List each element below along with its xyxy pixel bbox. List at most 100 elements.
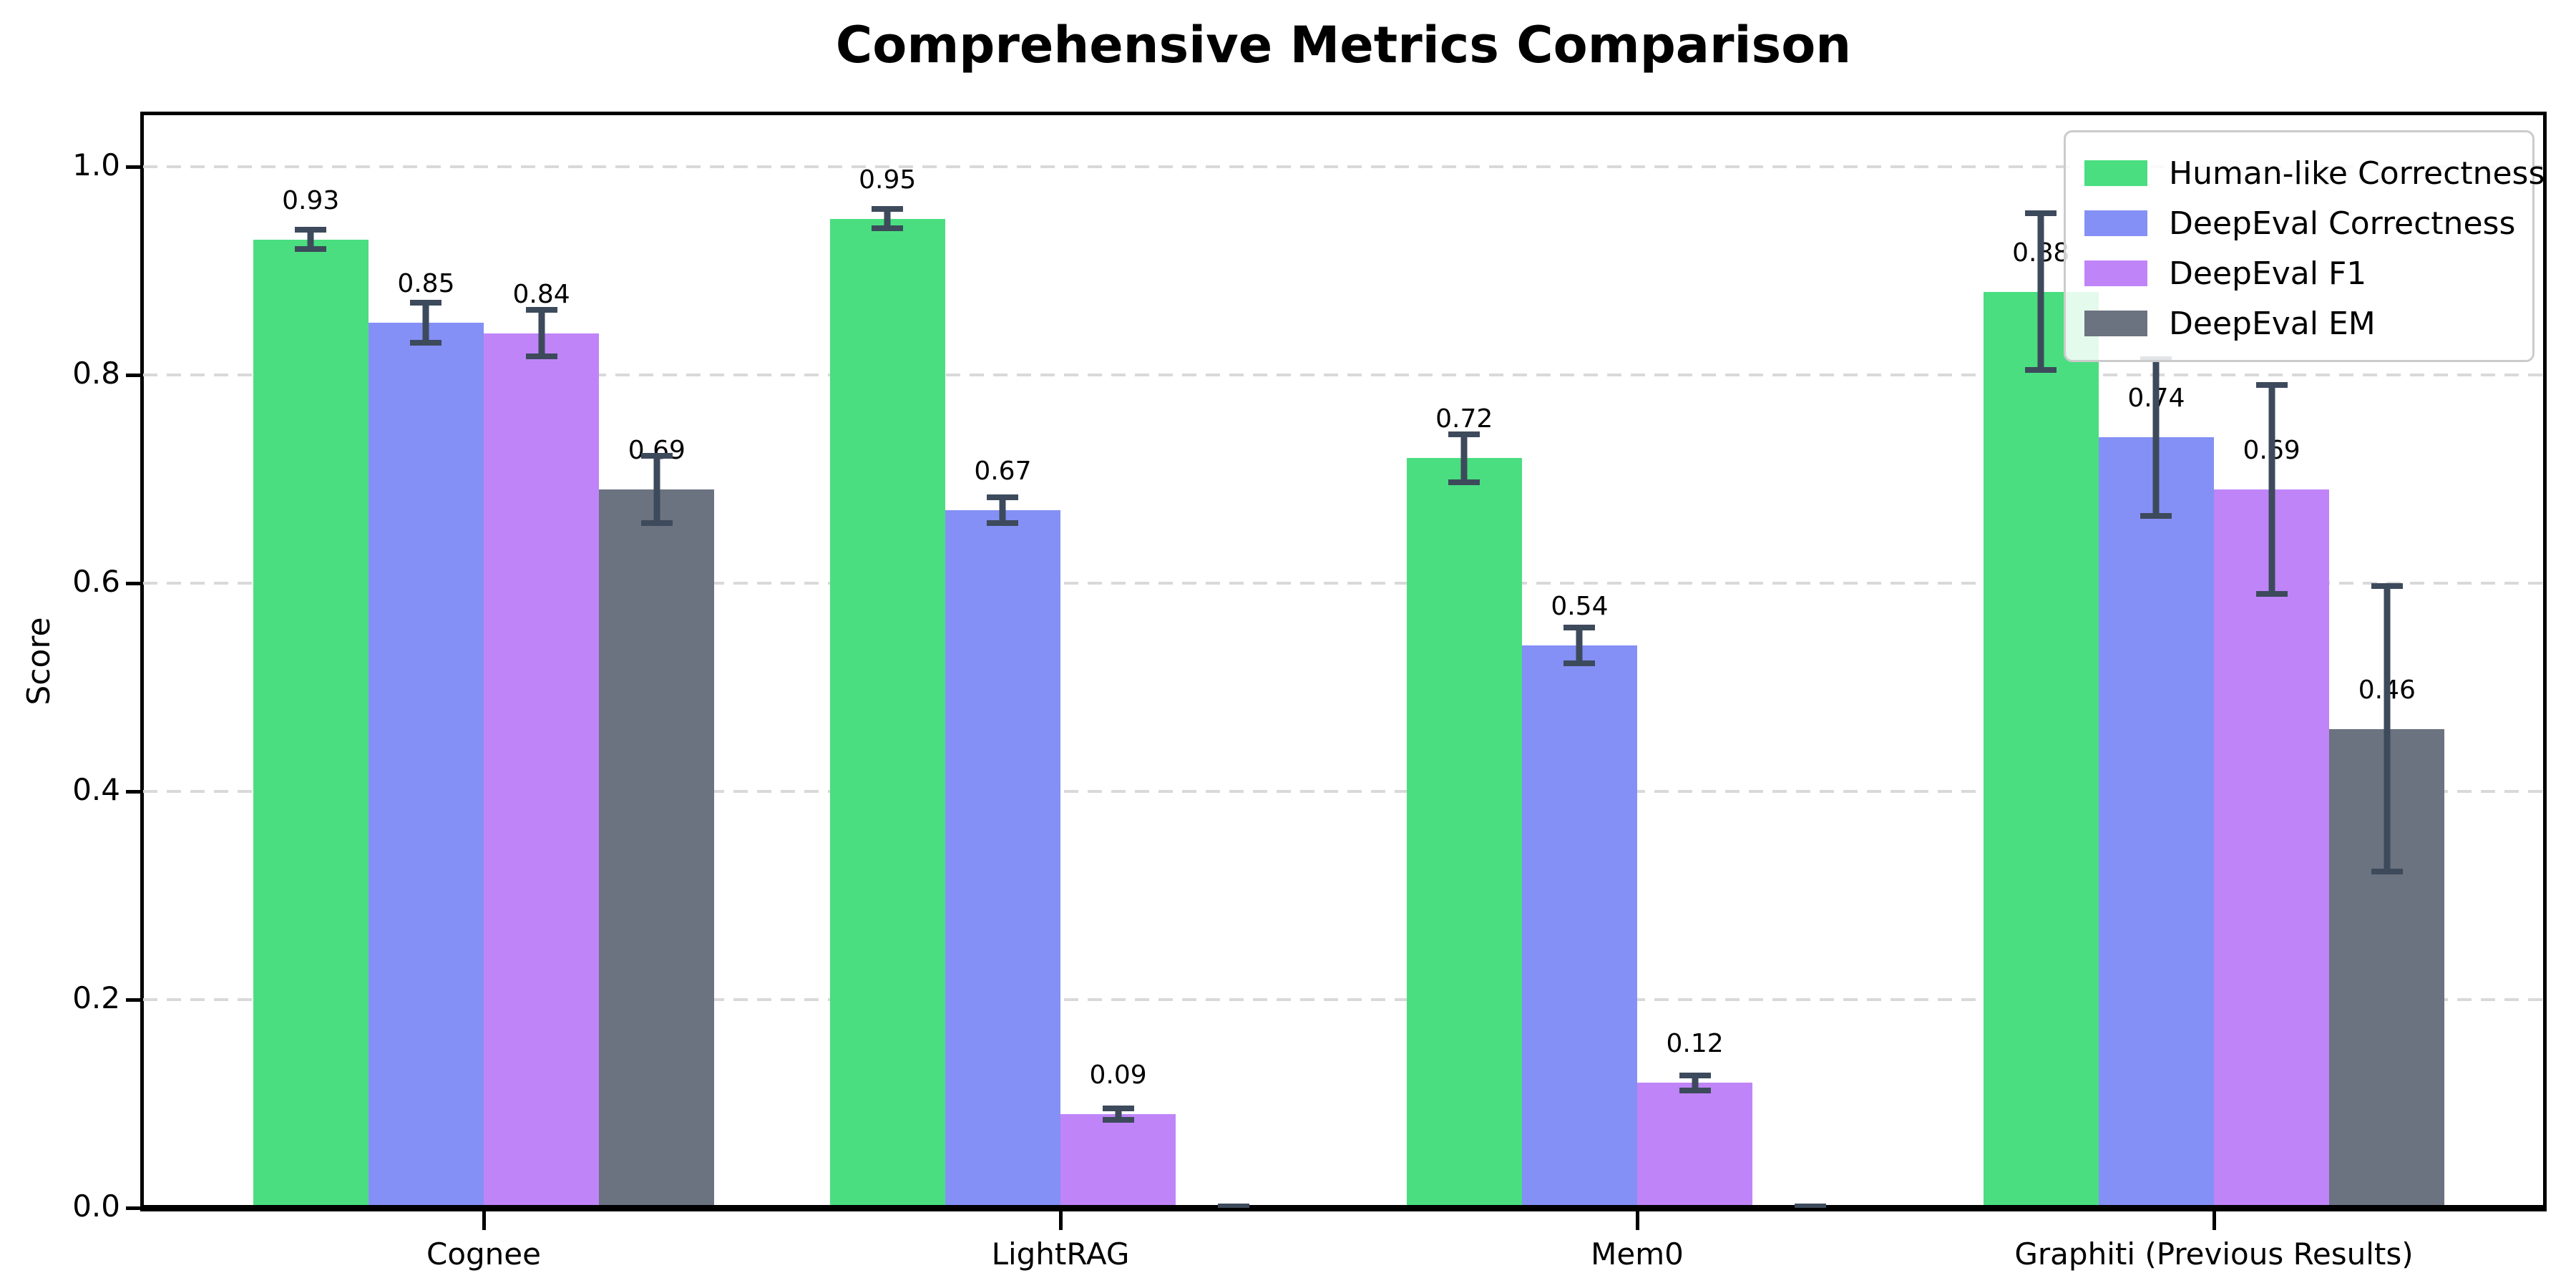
error-bar [1794,1204,1826,1208]
error-bar-cap-top [1679,1072,1711,1078]
gridline [143,582,2544,585]
bar [2098,437,2214,1208]
bar-value-label: 0.84 [512,279,570,309]
top-spine [140,112,2547,115]
error-bar-cap-top [640,453,673,459]
error-bar-cap-top [410,300,442,306]
bar [1521,645,1637,1208]
left-spine [140,112,144,1211]
plot-area: 0.930.950.720.880.850.670.540.740.840.09… [143,114,2544,1208]
error-bar-stem [999,494,1006,526]
error-bar-cap-top [1563,625,1596,631]
error-bar-cap-bottom [2140,512,2172,519]
y-tick-mark [126,374,142,377]
y-tick-mark [126,1206,142,1210]
bar-value-label: 0.09 [1089,1060,1147,1090]
legend-item: DeepEval Correctness [2084,198,2532,248]
x-tick-label: Cognee [426,1236,541,1272]
bar-value-label: 0.93 [282,185,340,215]
bar-value-label: 0.72 [1435,404,1493,434]
error-bar-stem [1460,431,1468,486]
y-tick-label: 0.8 [72,356,120,391]
error-bar-stem [307,227,314,253]
error-bar [1679,1072,1711,1093]
error-bar-cap-top [1217,1204,1249,1208]
legend-label: DeepEval EM [2169,305,2376,342]
error-bar-cap-bottom [2255,590,2288,597]
legend-item: Human-like Correctness [2084,148,2545,198]
error-bar-cap-bottom [295,246,327,253]
error-bar-stem [653,453,660,526]
error-bar [295,227,327,253]
error-bar-cap-top [1794,1204,1826,1208]
error-bar-cap-bottom [525,353,557,360]
error-bar [2255,382,2288,597]
error-bar-cap-bottom [2371,869,2403,875]
error-bar-cap-top [2255,382,2288,389]
error-bar-stem [538,307,545,360]
y-tick-label: 1.0 [72,147,120,182]
chart-title: Comprehensive Metrics Comparison [835,16,1852,74]
legend-item: DeepEval F1 [2084,248,2532,298]
y-tick-mark [126,998,142,1002]
bar-value-label: 0.12 [1666,1029,1724,1059]
error-bar-stem [422,300,429,346]
error-bar [640,453,673,526]
error-bar-cap-bottom [640,519,673,526]
error-bar-cap-bottom [872,225,904,232]
error-bar-cap-bottom [987,519,1019,526]
bar [253,239,369,1208]
legend-swatch [2084,311,2147,336]
bar [1983,291,2099,1208]
error-bar-cap-bottom [1102,1116,1134,1123]
bar-value-label: 0.54 [1551,592,1609,622]
bar-value-label: 0.67 [974,457,1032,487]
bar-value-label: 0.95 [859,165,917,195]
error-bar-stem [2268,382,2275,597]
legend: Human-like Correctness DeepEval Correctne… [2064,130,2545,362]
error-bar-stem [1115,1106,1122,1123]
y-tick-mark [126,582,142,585]
error-bar-stem [884,206,891,232]
error-bar [987,494,1019,526]
bar [1060,1114,1176,1208]
gridline [143,374,2544,376]
right-spine [2543,112,2547,1211]
x-tick-label: Graphiti (Previous Results) [2014,1236,2414,1272]
error-bar-cap-bottom [1563,660,1596,667]
legend-item: DeepEval EM [2084,298,2532,348]
y-tick-label: 0.2 [72,980,120,1015]
x-tick-label: LightRAG [991,1236,1130,1272]
error-bar-cap-bottom [1679,1087,1711,1093]
bar [2214,489,2330,1208]
error-bar [1448,431,1480,486]
legend-swatch [2084,260,2147,286]
error-bar [2140,356,2172,519]
error-bar-cap-bottom [1794,1206,1826,1208]
bar-value-label: 0.85 [397,269,455,299]
error-bar [410,300,442,346]
error-bar-cap-top [295,227,327,233]
error-bar [525,307,557,360]
x-tick-mark [2212,1211,2216,1230]
gridline [143,998,2544,1001]
error-bar-stem [2037,210,2044,374]
y-tick-mark [126,790,142,794]
gridline [143,165,2544,168]
error-bar-stem [2152,356,2160,519]
bar [829,218,945,1208]
x-tick-mark [482,1211,486,1230]
error-bar-cap-top [872,206,904,213]
x-tick-mark [1636,1211,1639,1230]
error-bar-cap-bottom [1217,1206,1249,1208]
legend-label: DeepEval Correctness [2169,205,2516,242]
error-bar-cap-top [2025,210,2057,217]
bar [945,510,1060,1208]
error-bar-stem [2384,583,2391,875]
y-tick-label: 0.6 [72,564,120,599]
y-tick-mark [126,165,142,169]
error-bar-cap-top [1448,431,1480,437]
x-axis-line [140,1205,2547,1211]
error-bar [2025,210,2057,374]
